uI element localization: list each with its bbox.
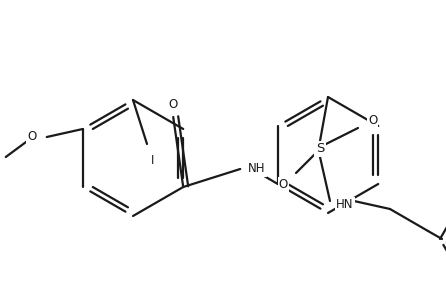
Text: S: S — [316, 143, 324, 156]
Text: O: O — [279, 179, 288, 192]
Text: O: O — [169, 98, 178, 111]
Text: O: O — [368, 113, 377, 126]
Text: NH: NH — [248, 162, 266, 175]
Text: O: O — [28, 130, 37, 143]
Text: I: I — [151, 154, 155, 166]
Text: HN: HN — [336, 198, 354, 211]
